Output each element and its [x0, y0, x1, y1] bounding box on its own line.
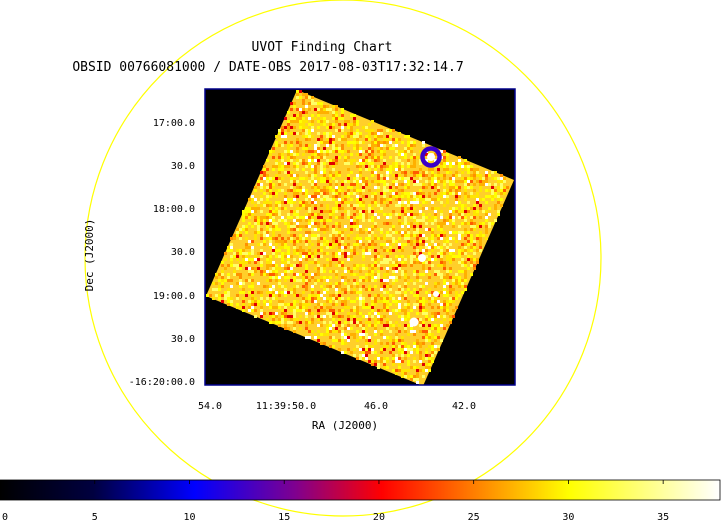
y-tick-label: 30.0 — [171, 161, 195, 172]
y-tick-label: 18:00.0 — [153, 204, 195, 215]
y-tick-label: -16:20:00.0 — [129, 377, 195, 388]
chart-subtitle: OBSID 00766081000 / DATE-OBS 2017-08-03T… — [72, 60, 463, 75]
y-tick-label: 19:00.0 — [153, 291, 195, 302]
bright-star — [433, 291, 439, 297]
source-core — [427, 153, 435, 161]
x-axis-label: RA (J2000) — [312, 419, 378, 432]
colorbar-tick-label: 25 — [468, 512, 480, 520]
colorbar-ticks: 0 5 10 15 20 25 30 35 — [0, 480, 669, 520]
colorbar-tick-label: 30 — [562, 512, 574, 520]
bright-star — [418, 254, 426, 262]
colorbar-tick-label: 5 — [92, 512, 98, 520]
y-tick-label: 17:00.0 — [153, 118, 195, 129]
x-tick-label: 46.0 — [364, 401, 388, 412]
x-tick-label: 54.0 — [198, 401, 222, 412]
outer-circle — [84, 0, 602, 517]
chart-title: UVOT Finding Chart — [252, 40, 393, 55]
plot-frame — [204, 88, 516, 386]
y-tick-label: 30.0 — [171, 334, 195, 345]
x-tick-label: 11:39:50.0 — [256, 401, 316, 412]
colorbar-tick-label: 10 — [183, 512, 195, 520]
source-marker — [420, 146, 442, 168]
x-tick-label: 42.0 — [452, 401, 476, 412]
y-tick-label: 30.0 — [171, 247, 195, 258]
bright-star — [409, 317, 419, 327]
source-ring-icon — [420, 146, 442, 168]
x-axis-ticks: 54.0 11:39:50.0 46.0 42.0 — [198, 401, 476, 412]
colorbar-tick-label: 15 — [278, 512, 290, 520]
colorbar-tick-label: 20 — [373, 512, 385, 520]
y-axis-label: Dec (J2000) — [83, 219, 96, 292]
colorbar-gradient — [0, 479, 721, 501]
y-axis-ticks: 17:00.0 30.0 18:00.0 30.0 19:00.0 30.0 -16:20:… — [129, 118, 195, 388]
pixel-noise — [206, 90, 509, 384]
colorbar-tick-label: 35 — [657, 512, 669, 520]
image-panel — [204, 88, 516, 386]
colorbar: 0 5 10 15 20 25 30 35 — [0, 479, 721, 520]
colorbar-tick-label: 0 — [2, 512, 8, 520]
